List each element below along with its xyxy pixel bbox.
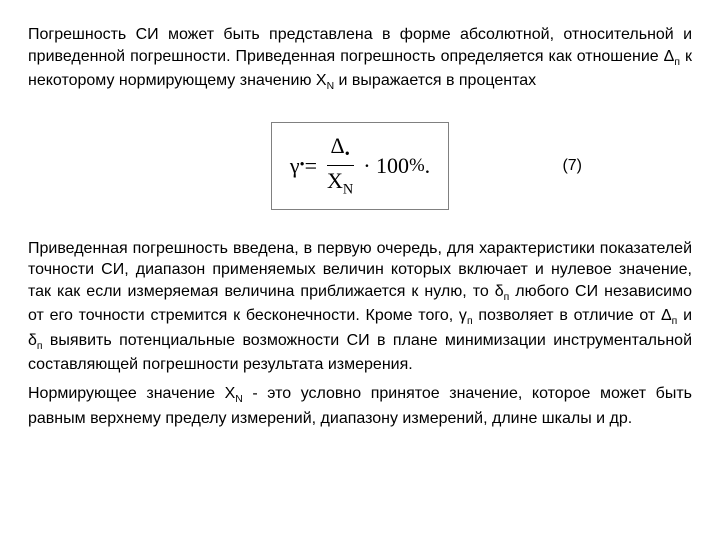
x: X <box>327 168 343 193</box>
paragraph-1: Погрешность СИ может быть представлена в… <box>28 24 692 94</box>
delta: Δ <box>331 133 345 158</box>
percent: % <box>409 155 425 177</box>
p1-sub2: N <box>327 81 335 92</box>
formula-box: γ • = Δ• XN · 100 % . <box>271 122 449 210</box>
p2-cont4: выявить потенциальные возможности СИ в п… <box>28 332 692 373</box>
fraction: Δ• XN <box>323 133 357 199</box>
paragraph-3: Нормирующее значение XN - это условно пр… <box>28 383 692 429</box>
fraction-num: Δ• <box>327 133 354 166</box>
period: . <box>425 153 431 179</box>
formula-content: γ • = Δ• XN · 100 % . <box>290 133 430 199</box>
delta-sub: • <box>345 146 350 162</box>
paragraph-2: Приведенная погрешность введена, в перву… <box>28 238 692 375</box>
p3-sub: N <box>235 395 243 406</box>
p1-end: и выражается в процентах <box>334 72 536 89</box>
x-sub: N <box>343 182 353 198</box>
p1-text: Погрешность СИ может быть представлена в… <box>28 26 692 65</box>
p3-text: Нормирующее значение X <box>28 385 235 402</box>
gamma: γ <box>290 153 300 179</box>
equals: = <box>305 153 317 179</box>
fraction-den: XN <box>323 166 357 198</box>
p2-cont2: позволяет в отличие от Δ <box>473 307 672 324</box>
formula-number: (7) <box>562 157 582 175</box>
mult: · 100 <box>363 153 409 179</box>
formula-container: γ • = Δ• XN · 100 % . (7) <box>28 122 692 210</box>
